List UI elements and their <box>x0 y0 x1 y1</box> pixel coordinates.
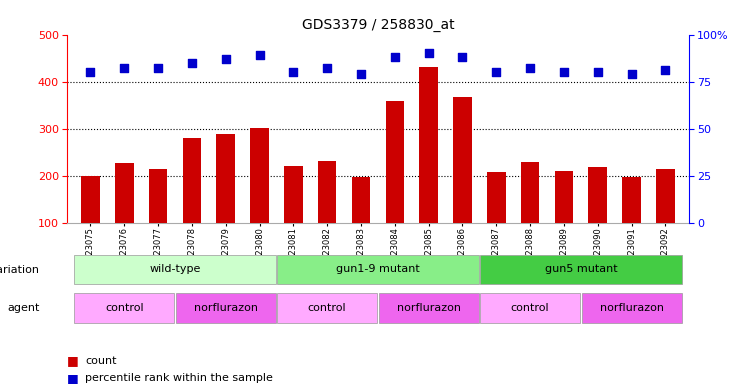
Point <box>119 65 130 71</box>
Bar <box>487 172 505 223</box>
Text: genotype/variation: genotype/variation <box>0 265 39 275</box>
Point <box>355 71 367 77</box>
Point <box>152 65 164 71</box>
Point <box>288 69 299 75</box>
Bar <box>453 97 472 223</box>
Text: gun5 mutant: gun5 mutant <box>545 264 617 274</box>
Bar <box>277 293 377 323</box>
Point <box>253 52 265 58</box>
Bar <box>582 293 682 323</box>
Bar <box>149 169 167 223</box>
Text: agent: agent <box>7 303 39 313</box>
Bar <box>352 177 370 223</box>
Bar <box>250 128 269 223</box>
Point <box>186 60 198 66</box>
Bar <box>480 293 580 323</box>
Text: wild-type: wild-type <box>149 264 201 274</box>
Bar <box>182 137 201 223</box>
Point <box>524 65 536 71</box>
Point <box>592 69 604 75</box>
Bar <box>284 166 302 223</box>
Bar <box>74 255 276 285</box>
Point <box>558 69 570 75</box>
Point <box>322 65 333 71</box>
Text: control: control <box>308 303 347 313</box>
Bar <box>115 162 133 223</box>
Bar <box>622 177 641 223</box>
Text: control: control <box>105 303 144 313</box>
Text: norflurazon: norflurazon <box>599 303 664 313</box>
Bar <box>588 167 607 223</box>
Point <box>456 54 468 60</box>
Text: norflurazon: norflurazon <box>193 303 258 313</box>
Point <box>625 71 637 77</box>
Bar <box>555 171 574 223</box>
Point <box>491 69 502 75</box>
Bar <box>480 255 682 285</box>
Text: norflurazon: norflurazon <box>396 303 461 313</box>
Point <box>422 50 434 56</box>
Bar <box>419 68 438 223</box>
Text: count: count <box>85 356 117 366</box>
Text: ■: ■ <box>67 372 79 384</box>
Point <box>389 54 401 60</box>
Text: ■: ■ <box>67 354 79 367</box>
Bar <box>379 293 479 323</box>
Bar <box>656 169 675 223</box>
Bar <box>318 161 336 223</box>
Bar <box>277 255 479 285</box>
Bar <box>74 293 174 323</box>
Bar <box>521 162 539 223</box>
Title: GDS3379 / 258830_at: GDS3379 / 258830_at <box>302 18 454 32</box>
Point <box>659 67 671 73</box>
Text: control: control <box>511 303 549 313</box>
Bar <box>81 176 100 223</box>
Text: percentile rank within the sample: percentile rank within the sample <box>85 373 273 383</box>
Bar <box>176 293 276 323</box>
Text: gun1-9 mutant: gun1-9 mutant <box>336 264 420 274</box>
Bar <box>216 134 235 223</box>
Point <box>84 69 96 75</box>
Bar <box>385 101 404 223</box>
Point <box>220 56 232 62</box>
